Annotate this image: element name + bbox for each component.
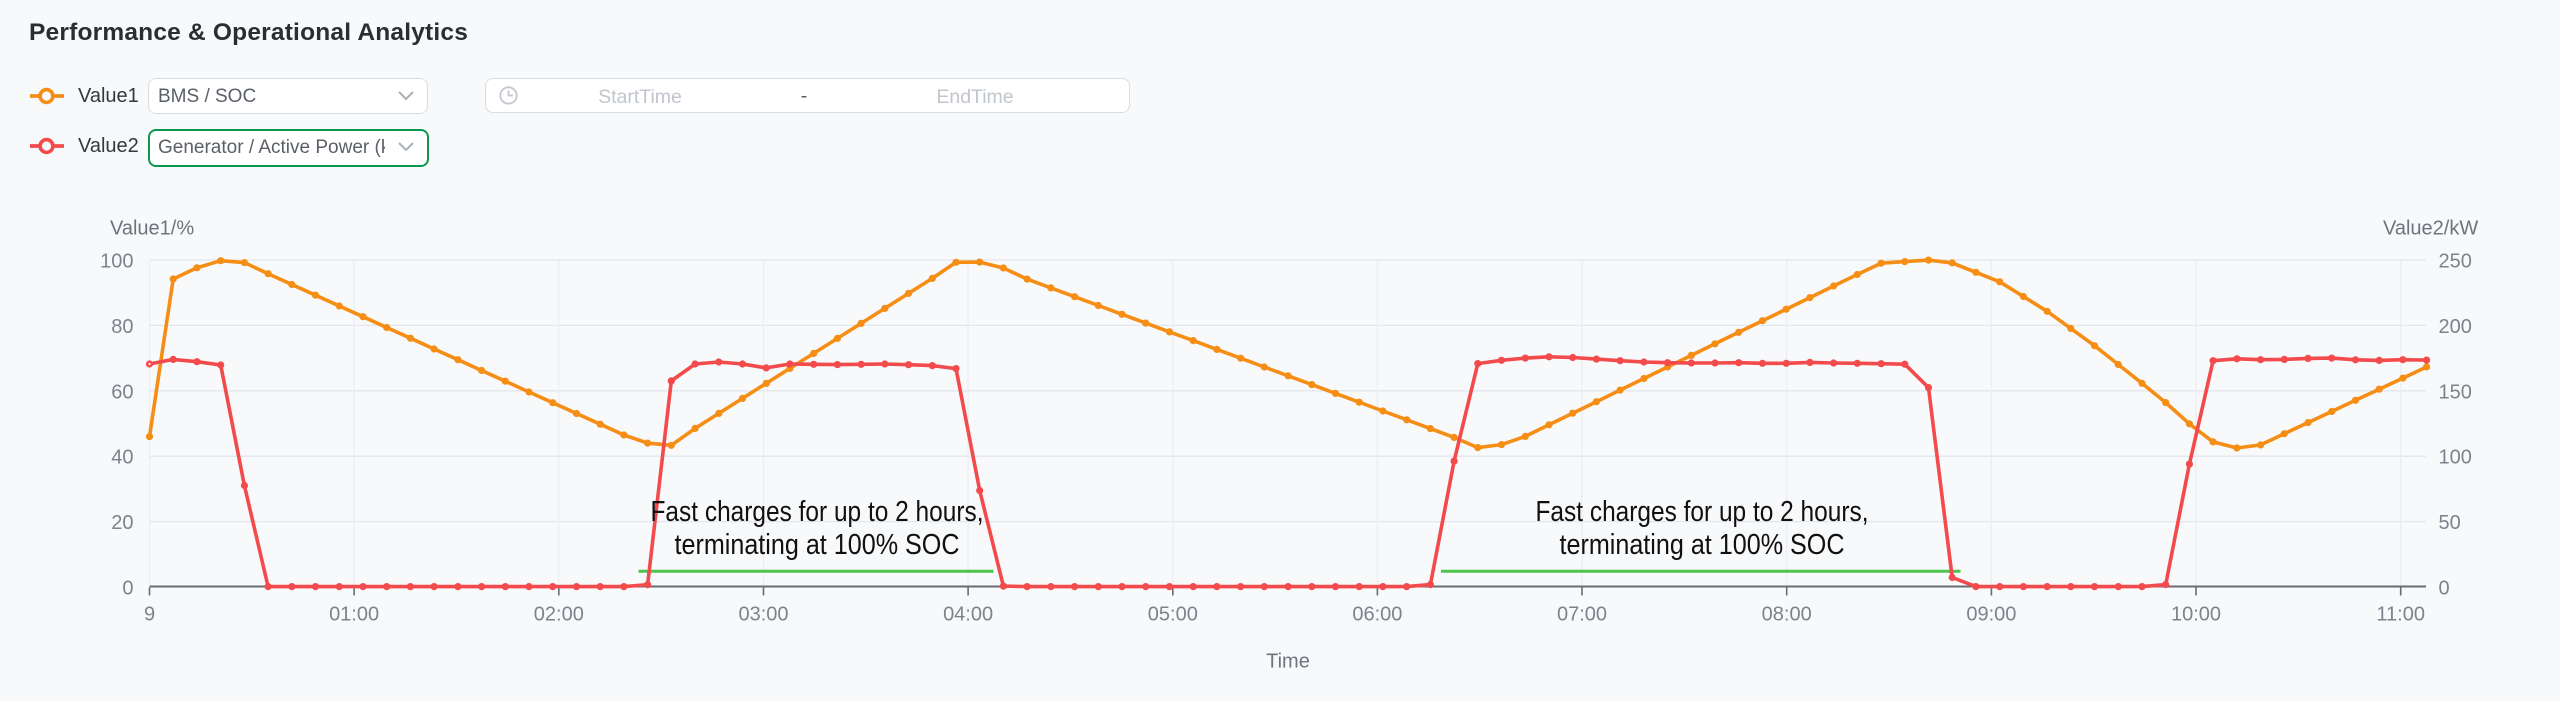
svg-text:Fast charges for up to 2 hours: Fast charges for up to 2 hours, xyxy=(1536,496,1869,528)
svg-text:10:00: 10:00 xyxy=(2171,604,2221,626)
svg-text:100: 100 xyxy=(100,251,133,273)
svg-text:80: 80 xyxy=(111,316,133,338)
svg-text:07:00: 07:00 xyxy=(1557,604,1607,626)
svg-text:250: 250 xyxy=(2439,251,2472,273)
svg-text:Value2/kW: Value2/kW xyxy=(2383,218,2478,240)
svg-text:0: 0 xyxy=(122,578,133,600)
svg-text:150: 150 xyxy=(2439,381,2472,403)
svg-text:11:00: 11:00 xyxy=(2376,604,2425,626)
svg-text:terminating at 100% SOC: terminating at 100% SOC xyxy=(1560,529,1845,561)
svg-text:100: 100 xyxy=(2439,447,2472,469)
svg-text:05:00: 05:00 xyxy=(1148,604,1198,626)
svg-text:Fast charges for up to 2 hours: Fast charges for up to 2 hours, xyxy=(651,496,984,528)
svg-text:03:00: 03:00 xyxy=(738,604,788,626)
svg-text:terminating at 100% SOC: terminating at 100% SOC xyxy=(675,529,960,561)
svg-text:06:00: 06:00 xyxy=(1352,604,1402,626)
svg-text:02:00: 02:00 xyxy=(534,604,584,626)
svg-text:9: 9 xyxy=(144,604,155,626)
svg-text:20: 20 xyxy=(111,512,133,534)
svg-text:Value1/%: Value1/% xyxy=(110,218,194,240)
svg-text:01:00: 01:00 xyxy=(329,604,379,626)
svg-text:08:00: 08:00 xyxy=(1762,604,1812,626)
svg-text:09:00: 09:00 xyxy=(1966,604,2016,626)
svg-text:60: 60 xyxy=(111,381,133,403)
svg-text:Time: Time xyxy=(1266,651,1310,673)
svg-text:0: 0 xyxy=(2439,578,2450,600)
svg-text:04:00: 04:00 xyxy=(943,604,993,626)
svg-text:40: 40 xyxy=(111,447,133,469)
svg-text:200: 200 xyxy=(2439,316,2472,338)
svg-text:50: 50 xyxy=(2439,512,2461,534)
